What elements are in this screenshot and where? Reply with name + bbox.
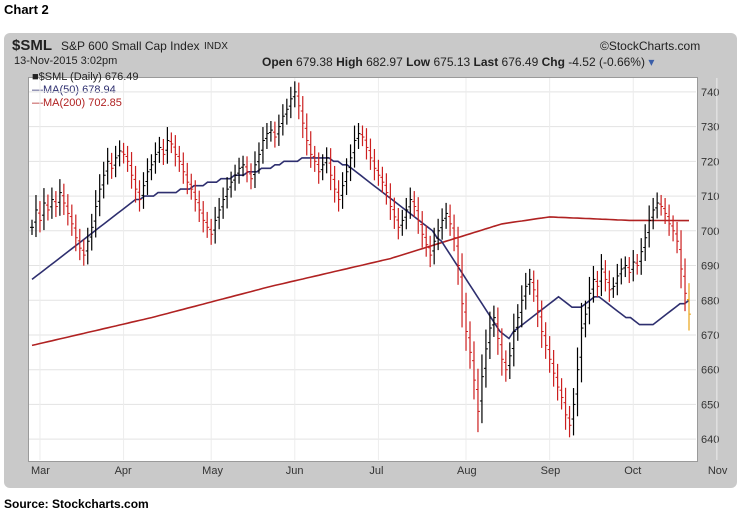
open-label: Open [262, 55, 293, 69]
low-label: Low [406, 55, 431, 69]
legend-price: ■$SML (Daily) 676.49 [32, 71, 139, 83]
exchange: INDX [204, 41, 228, 52]
legend-ma200: —MA(200) 702.85 [32, 97, 122, 109]
quote-line: Open 679.38 High 682.97 Low 675.13 Last … [262, 55, 654, 69]
symbol: $SML [12, 37, 53, 54]
dropdown-arrow-icon[interactable]: ▾ [648, 55, 655, 69]
last-value: 676.49 [501, 55, 539, 69]
open-value: 679.38 [296, 55, 333, 69]
chart-caption: Chart 2 [4, 2, 49, 17]
legend-ma50: —MA(50) 678.94 [32, 84, 116, 96]
high-value: 682.97 [366, 55, 403, 69]
low-value: 675.13 [433, 55, 471, 69]
chg-value: -4.52 (-0.66%) [568, 55, 645, 69]
chg-label: Chg [541, 55, 565, 69]
datetime: 13-Nov-2015 3:02pm [14, 55, 118, 67]
last-label: Last [473, 55, 499, 69]
plot-area [28, 77, 698, 462]
index-name: S&P 600 Small Cap Index [61, 39, 200, 53]
legend: ■$SML (Daily) 676.49 —MA(50) 678.94 —MA(… [32, 71, 139, 110]
high-label: High [336, 55, 363, 69]
source-note: Source: Stockcharts.com [4, 497, 149, 511]
copyright: ©StockCharts.com [600, 39, 701, 53]
